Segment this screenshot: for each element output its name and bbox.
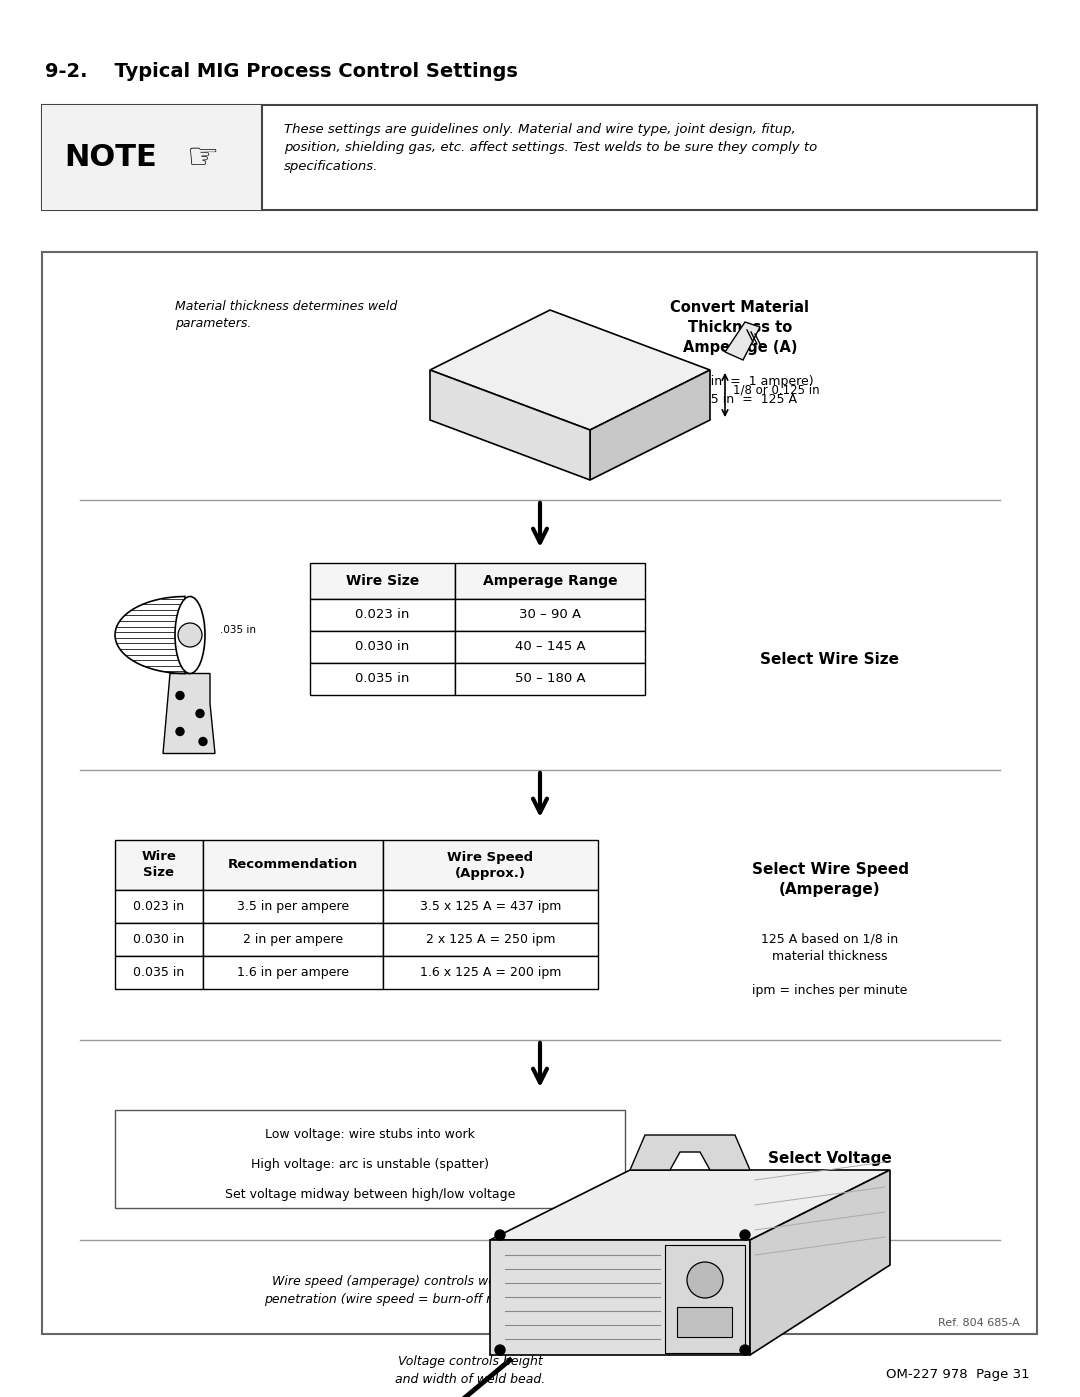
Text: 2 x 125 A = 250 ipm: 2 x 125 A = 250 ipm xyxy=(426,933,555,946)
Polygon shape xyxy=(630,1134,750,1171)
Circle shape xyxy=(495,1229,505,1241)
Text: 0.035 in: 0.035 in xyxy=(133,965,185,979)
Bar xyxy=(677,1308,732,1337)
Bar xyxy=(310,631,455,664)
Polygon shape xyxy=(590,370,710,481)
Text: 0.023 in: 0.023 in xyxy=(134,900,185,914)
Text: Wire
Size: Wire Size xyxy=(141,851,176,880)
Text: 1.6 in per ampere: 1.6 in per ampere xyxy=(237,965,349,979)
Bar xyxy=(114,890,203,923)
Text: 1/8 or 0.125 in: 1/8 or 0.125 in xyxy=(733,384,820,397)
Text: 40 – 145 A: 40 – 145 A xyxy=(515,640,585,654)
Bar xyxy=(114,1111,625,1208)
Polygon shape xyxy=(490,1241,750,1355)
Circle shape xyxy=(176,692,184,700)
Bar xyxy=(42,105,1037,210)
Text: 3.5 in per ampere: 3.5 in per ampere xyxy=(237,900,349,914)
Text: These settings are guidelines only. Material and wire type, joint design, fitup,: These settings are guidelines only. Mate… xyxy=(284,123,818,173)
Text: Material thickness determines weld
parameters.: Material thickness determines weld param… xyxy=(175,300,397,330)
Bar xyxy=(455,563,645,599)
Text: (0.001 in  =  1 ampere)
0.125 in  =  125 A: (0.001 in = 1 ampere) 0.125 in = 125 A xyxy=(666,374,814,407)
Text: 1.6 x 125 A = 200 ipm: 1.6 x 125 A = 200 ipm xyxy=(420,965,562,979)
Bar xyxy=(42,251,1037,1334)
Circle shape xyxy=(199,738,207,746)
Polygon shape xyxy=(430,370,590,481)
Bar xyxy=(203,923,383,956)
Bar xyxy=(114,840,203,890)
Text: Recommendation: Recommendation xyxy=(228,859,359,872)
Text: Low voltage: wire stubs into work: Low voltage: wire stubs into work xyxy=(265,1127,475,1141)
Text: High voltage: arc is unstable (spatter): High voltage: arc is unstable (spatter) xyxy=(251,1158,489,1171)
Text: 0.023 in: 0.023 in xyxy=(355,609,409,622)
Ellipse shape xyxy=(175,597,205,673)
Bar xyxy=(383,923,598,956)
Bar xyxy=(203,890,383,923)
Text: Amperage Range: Amperage Range xyxy=(483,574,618,588)
Circle shape xyxy=(176,728,184,735)
Bar xyxy=(665,1245,745,1354)
Text: 2 in per ampere: 2 in per ampere xyxy=(243,933,343,946)
Text: Ref. 804 685-A: Ref. 804 685-A xyxy=(939,1317,1020,1329)
Bar xyxy=(455,599,645,631)
Text: 9-2.    Typical MIG Process Control Settings: 9-2. Typical MIG Process Control Setting… xyxy=(45,61,518,81)
Polygon shape xyxy=(430,310,710,430)
Polygon shape xyxy=(750,1171,890,1355)
Text: Voltage controls height
and width of weld bead.: Voltage controls height and width of wel… xyxy=(395,1355,545,1386)
Bar xyxy=(455,631,645,664)
Text: OM-227 978  Page 31: OM-227 978 Page 31 xyxy=(887,1368,1030,1382)
Bar xyxy=(383,890,598,923)
Text: .035 in: .035 in xyxy=(220,624,256,636)
Text: Wire speed (amperage) controls weld
penetration (wire speed = burn-off rate): Wire speed (amperage) controls weld pene… xyxy=(264,1275,516,1306)
Bar xyxy=(114,956,203,989)
Circle shape xyxy=(195,710,204,718)
Circle shape xyxy=(178,623,202,647)
Bar xyxy=(383,956,598,989)
Polygon shape xyxy=(163,673,215,753)
Bar xyxy=(203,840,383,890)
Text: ☞: ☞ xyxy=(187,141,219,175)
Polygon shape xyxy=(725,321,760,360)
Text: Wire Size: Wire Size xyxy=(346,574,419,588)
Polygon shape xyxy=(490,1171,890,1241)
Text: 125 A based on 1/8 in
material thickness: 125 A based on 1/8 in material thickness xyxy=(761,932,899,963)
Bar xyxy=(383,840,598,890)
Bar xyxy=(114,923,203,956)
Text: Select Voltage: Select Voltage xyxy=(768,1151,892,1165)
Text: NOTE: NOTE xyxy=(64,142,157,172)
Text: ipm = inches per minute: ipm = inches per minute xyxy=(753,983,907,997)
Text: Wire Speed
(Approx.): Wire Speed (Approx.) xyxy=(447,851,534,880)
Circle shape xyxy=(740,1229,750,1241)
Text: Select Wire Speed
(Amperage): Select Wire Speed (Amperage) xyxy=(752,862,908,897)
Bar xyxy=(310,664,455,694)
Text: Set voltage midway between high/low voltage: Set voltage midway between high/low volt… xyxy=(225,1187,515,1201)
Text: 3.5 x 125 A = 437 ipm: 3.5 x 125 A = 437 ipm xyxy=(420,900,562,914)
Bar xyxy=(42,105,262,210)
Circle shape xyxy=(495,1345,505,1355)
Text: 0.030 in: 0.030 in xyxy=(355,640,409,654)
Text: 0.035 in: 0.035 in xyxy=(355,672,409,686)
Text: 0.030 in: 0.030 in xyxy=(133,933,185,946)
Bar xyxy=(203,956,383,989)
Circle shape xyxy=(740,1345,750,1355)
Text: 30 – 90 A: 30 – 90 A xyxy=(518,609,581,622)
Bar xyxy=(310,599,455,631)
Bar xyxy=(310,563,455,599)
Text: Select Wire Size: Select Wire Size xyxy=(760,652,900,668)
Text: Convert Material
Thickness to
Amperage (A): Convert Material Thickness to Amperage (… xyxy=(671,300,810,355)
Text: 50 – 180 A: 50 – 180 A xyxy=(515,672,585,686)
Circle shape xyxy=(687,1261,723,1298)
Bar xyxy=(455,664,645,694)
